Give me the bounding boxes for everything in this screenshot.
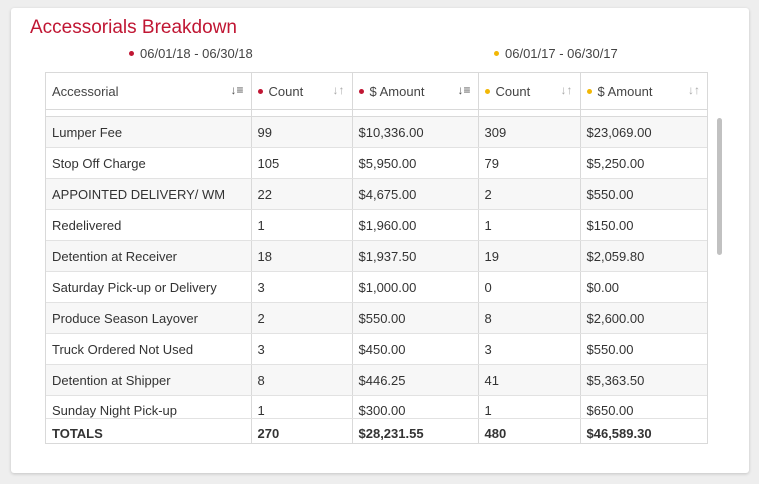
header-accessorial[interactable]: Accessorial ↓≡ [46, 73, 252, 110]
cell-count-previous: 3 [478, 333, 581, 365]
cell-amount-current: $10,336.00 [352, 116, 479, 148]
table-scrollbar[interactable] [717, 118, 725, 416]
cell-accessorial: Detention at Shipper [46, 364, 252, 396]
table-row: Detention at Receiver 18 $1,937.50 19 $2… [46, 240, 707, 272]
cell-count-previous: 79 [478, 147, 581, 179]
accessorials-table: Accessorial ↓≡ Count ↓↑ $ Amount ↓≡ Coun… [46, 73, 707, 443]
cell-accessorial: Produce Season Layover [46, 302, 252, 334]
current-period-label: 06/01/18 - 06/30/18 [140, 46, 253, 61]
legend-previous-period: 06/01/17 - 06/30/17 [494, 46, 618, 61]
cell-count-current: 18 [251, 240, 353, 272]
cell-count-previous: 1 [478, 209, 581, 241]
cell-count-previous: 41 [478, 364, 581, 396]
cell-count-previous: 1 [478, 395, 581, 419]
cell-count-previous: 0 [478, 271, 581, 303]
cell-accessorial: Lumper Fee [46, 116, 252, 148]
previous-period-label: 06/01/17 - 06/30/17 [505, 46, 618, 61]
scrollbar-thumb[interactable] [717, 118, 722, 255]
cell-accessorial: Stop Off Charge [46, 147, 252, 179]
cell-amount-current: $300.00 [352, 395, 479, 419]
header-count-current[interactable]: Count ↓↑ [251, 73, 353, 110]
totals-row: TOTALS 270 $28,231.55 480 $46,589.30 [46, 418, 707, 443]
total-amount-previous: $46,589.30 [580, 418, 707, 443]
header-amount-previous[interactable]: $ Amount ↓↑ [580, 73, 707, 110]
cell-count-previous: 19 [478, 240, 581, 272]
cell-amount-current: $450.00 [352, 333, 479, 365]
cell-count-previous: 309 [478, 116, 581, 148]
yellow-dot-icon [494, 51, 499, 56]
yellow-dot-icon [484, 88, 490, 94]
cell-count-previous: 8 [478, 302, 581, 334]
cell-count-current: 8 [251, 364, 353, 396]
table-row: Truck Ordered Not Used 3 $450.00 3 $550.… [46, 333, 707, 365]
cell-count-current: 22 [251, 178, 353, 210]
cell-accessorial: APPOINTED DELIVERY/ WM [46, 178, 252, 210]
cell-amount-previous: $23,069.00 [580, 116, 707, 148]
table-row: Saturday Pick-up or Delivery 3 $1,000.00… [46, 271, 707, 303]
cell-accessorial: Truck Ordered Not Used [46, 333, 252, 365]
cell-amount-previous: $2,059.80 [580, 240, 707, 272]
table-row: Redelivered 1 $1,960.00 1 $150.00 [46, 209, 707, 241]
table-row: Lumper Fee 99 $10,336.00 309 $23,069.00 [46, 116, 707, 148]
sort-descending-icon[interactable]: ↓≡ [457, 83, 471, 97]
table-row: Stop Off Charge 105 $5,950.00 79 $5,250.… [46, 147, 707, 179]
total-amount-current: $28,231.55 [352, 418, 479, 443]
table-row: Sunday Night Pick-up 1 $300.00 1 $650.00 [46, 395, 707, 419]
header-amount-previous-label: $ Amount [597, 83, 653, 99]
sort-neutral-icon[interactable]: ↓↑ [560, 83, 573, 97]
header-accessorial-label: Accessorial [52, 83, 119, 99]
header-count-previous-label: Count [495, 83, 531, 99]
cell-amount-previous: $150.00 [580, 209, 707, 241]
cell-count-current: 105 [251, 147, 353, 179]
cell-amount-current: $1,937.50 [352, 240, 479, 272]
cell-count-current: 3 [251, 271, 353, 303]
cell-accessorial: Redelivered [46, 209, 252, 241]
total-count-previous: 480 [478, 418, 581, 443]
cell-count-current: 1 [251, 209, 353, 241]
cell-amount-previous: $2,600.00 [580, 302, 707, 334]
cell-amount-previous: $5,250.00 [580, 147, 707, 179]
red-dot-icon [257, 88, 263, 94]
cell-count-current: 1 [251, 395, 353, 419]
cell-amount-previous: $5,363.50 [580, 364, 707, 396]
cell-amount-current: $446.25 [352, 364, 479, 396]
header-amount-current[interactable]: $ Amount ↓≡ [352, 73, 479, 110]
cell-count-current: 99 [251, 116, 353, 148]
cell-amount-current: $4,675.00 [352, 178, 479, 210]
header-count-previous[interactable]: Count ↓↑ [478, 73, 581, 110]
table-row: Produce Season Layover 2 $550.00 8 $2,60… [46, 302, 707, 334]
table-header-row: Accessorial ↓≡ Count ↓↑ $ Amount ↓≡ Coun… [46, 73, 707, 110]
sort-neutral-icon[interactable]: ↓↑ [332, 83, 345, 97]
table-row: Detention at Shipper 8 $446.25 41 $5,363… [46, 364, 707, 396]
cell-accessorial: Sunday Night Pick-up [46, 395, 252, 419]
cell-accessorial: Saturday Pick-up or Delivery [46, 271, 252, 303]
cell-amount-current: $5,950.00 [352, 147, 479, 179]
cell-accessorial: Detention at Receiver [46, 240, 252, 272]
sort-ascending-icon[interactable]: ↓≡ [230, 83, 244, 97]
accessorials-table-container[interactable]: Accessorial ↓≡ Count ↓↑ $ Amount ↓≡ Coun… [45, 72, 708, 444]
header-count-current-label: Count [268, 83, 304, 99]
yellow-dot-icon [586, 88, 592, 94]
red-dot-icon [129, 51, 134, 56]
cell-amount-current: $1,000.00 [352, 271, 479, 303]
cell-amount-previous: $550.00 [580, 333, 707, 365]
legend-current-period: 06/01/18 - 06/30/18 [129, 46, 253, 61]
cell-count-previous: 2 [478, 178, 581, 210]
cell-count-current: 2 [251, 302, 353, 334]
cell-count-current: 3 [251, 333, 353, 365]
totals-label: TOTALS [46, 418, 252, 443]
accessorials-card: Accessorials Breakdown 06/01/18 - 06/30/… [11, 8, 749, 473]
sort-neutral-icon[interactable]: ↓↑ [688, 83, 700, 97]
table-row: APPOINTED DELIVERY/ WM 22 $4,675.00 2 $5… [46, 178, 707, 210]
cell-amount-current: $1,960.00 [352, 209, 479, 241]
cell-amount-previous: $0.00 [580, 271, 707, 303]
red-dot-icon [358, 88, 364, 94]
total-count-current: 270 [251, 418, 353, 443]
cell-amount-current: $550.00 [352, 302, 479, 334]
cell-amount-previous: $650.00 [580, 395, 707, 419]
card-title: Accessorials Breakdown [30, 17, 237, 38]
cell-amount-previous: $550.00 [580, 178, 707, 210]
header-amount-current-label: $ Amount [369, 83, 425, 99]
